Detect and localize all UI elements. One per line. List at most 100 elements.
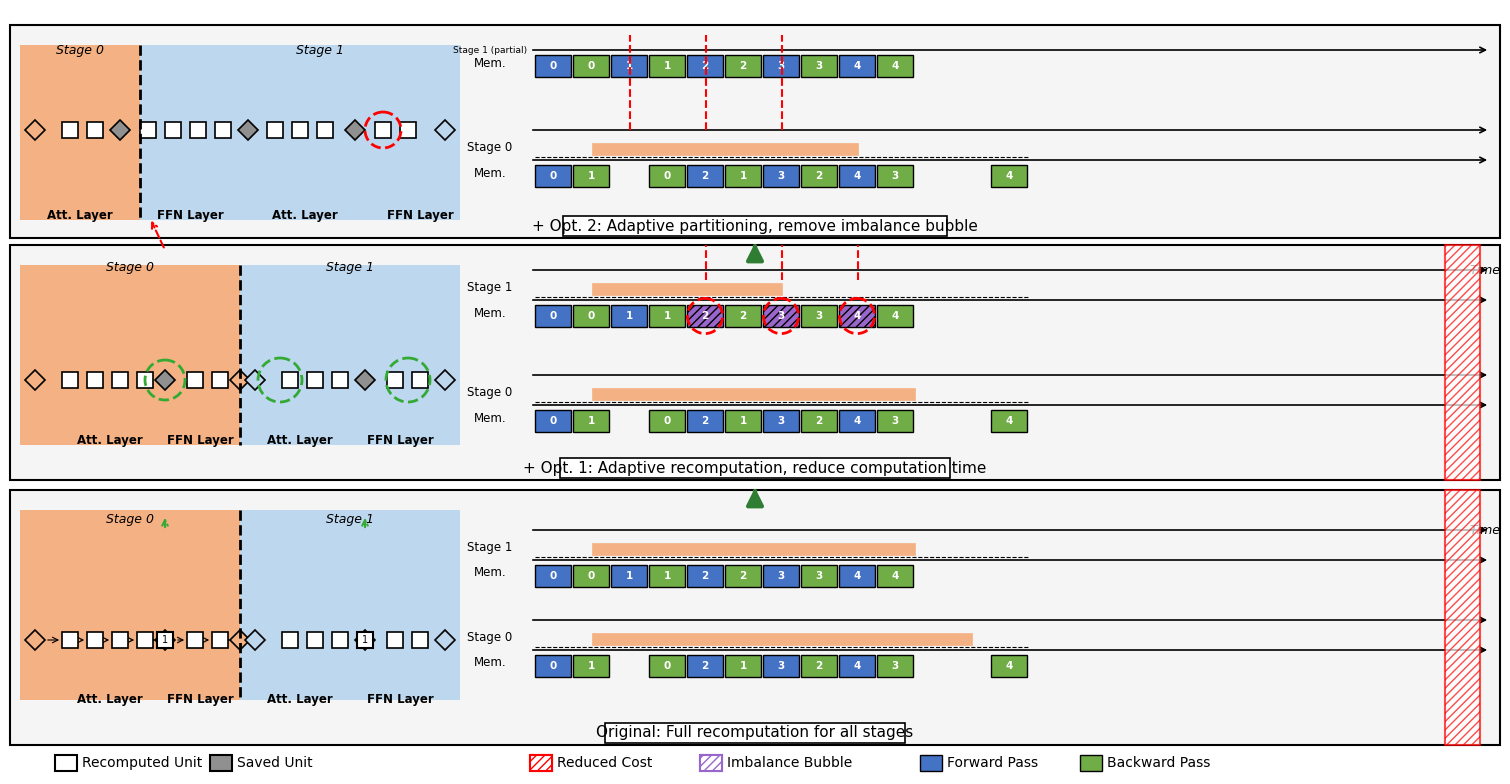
FancyBboxPatch shape (592, 633, 972, 645)
FancyBboxPatch shape (840, 655, 874, 677)
Text: 0: 0 (550, 61, 557, 71)
FancyBboxPatch shape (157, 632, 174, 648)
Text: 0: 0 (587, 571, 595, 581)
Text: Att. Layer: Att. Layer (267, 434, 332, 447)
Text: Att. Layer: Att. Layer (77, 434, 143, 447)
Text: 2: 2 (815, 171, 823, 181)
FancyBboxPatch shape (187, 372, 202, 388)
FancyBboxPatch shape (572, 55, 609, 77)
Text: Stage 1: Stage 1 (296, 43, 344, 56)
FancyBboxPatch shape (535, 410, 571, 432)
Text: Stage 0: Stage 0 (468, 140, 512, 154)
Polygon shape (435, 120, 455, 140)
FancyBboxPatch shape (572, 410, 609, 432)
Text: Stage 1: Stage 1 (326, 262, 374, 274)
Text: Mem.: Mem. (474, 656, 506, 670)
Text: Stage 1: Stage 1 (467, 281, 513, 293)
FancyBboxPatch shape (649, 655, 686, 677)
Text: 0: 0 (550, 571, 557, 581)
Text: 0: 0 (550, 416, 557, 426)
Text: 1: 1 (162, 635, 168, 645)
FancyBboxPatch shape (307, 372, 323, 388)
FancyBboxPatch shape (214, 122, 231, 138)
FancyBboxPatch shape (991, 410, 1027, 432)
Text: 2: 2 (740, 571, 746, 581)
Polygon shape (355, 630, 374, 650)
FancyBboxPatch shape (535, 655, 571, 677)
Text: FFN Layer: FFN Layer (157, 209, 223, 222)
Text: Stage 0: Stage 0 (468, 386, 512, 398)
FancyBboxPatch shape (572, 655, 609, 677)
Text: 1: 1 (625, 311, 633, 321)
FancyBboxPatch shape (877, 565, 914, 587)
FancyBboxPatch shape (991, 165, 1027, 187)
FancyBboxPatch shape (687, 55, 723, 77)
FancyBboxPatch shape (701, 755, 722, 771)
Text: 2: 2 (815, 416, 823, 426)
FancyBboxPatch shape (211, 372, 228, 388)
Text: Reduced Cost: Reduced Cost (557, 756, 652, 770)
FancyBboxPatch shape (62, 372, 79, 388)
Text: Stage 1 (partial): Stage 1 (partial) (453, 45, 527, 55)
FancyBboxPatch shape (649, 305, 686, 327)
FancyBboxPatch shape (307, 632, 323, 648)
FancyBboxPatch shape (11, 490, 1499, 745)
FancyBboxPatch shape (62, 632, 79, 648)
Polygon shape (26, 630, 45, 650)
Polygon shape (239, 120, 258, 140)
FancyBboxPatch shape (840, 410, 874, 432)
FancyBboxPatch shape (210, 755, 233, 771)
FancyBboxPatch shape (137, 372, 153, 388)
Text: Saved Unit: Saved Unit (237, 756, 313, 770)
Text: 3: 3 (891, 171, 898, 181)
Text: Mem.: Mem. (474, 567, 506, 579)
Polygon shape (156, 630, 175, 650)
FancyBboxPatch shape (282, 372, 297, 388)
FancyBboxPatch shape (560, 458, 950, 478)
Text: FFN Layer: FFN Layer (367, 694, 433, 706)
Text: + Opt. 1: Adaptive recomputation, reduce computation time: + Opt. 1: Adaptive recomputation, reduce… (524, 460, 986, 476)
FancyBboxPatch shape (535, 565, 571, 587)
FancyBboxPatch shape (137, 632, 153, 648)
Polygon shape (110, 120, 130, 140)
Text: 0: 0 (550, 311, 557, 321)
FancyBboxPatch shape (374, 122, 391, 138)
Text: Backward Pass: Backward Pass (1107, 756, 1211, 770)
Text: 1: 1 (740, 416, 746, 426)
Text: 2: 2 (740, 311, 746, 321)
Text: Stage 0: Stage 0 (106, 262, 154, 274)
Text: 4: 4 (891, 571, 898, 581)
Text: 1: 1 (587, 171, 595, 181)
Text: 3: 3 (778, 61, 785, 71)
Text: + Opt. 2: Adaptive partitioning, remove imbalance bubble: + Opt. 2: Adaptive partitioning, remove … (532, 219, 978, 234)
FancyBboxPatch shape (572, 565, 609, 587)
Text: 1: 1 (663, 571, 670, 581)
FancyBboxPatch shape (291, 122, 308, 138)
FancyBboxPatch shape (800, 165, 837, 187)
FancyBboxPatch shape (725, 55, 761, 77)
Text: 2: 2 (701, 571, 708, 581)
Text: Mem.: Mem. (474, 412, 506, 424)
FancyBboxPatch shape (612, 305, 646, 327)
Text: Original: Full recomputation for all stages: Original: Full recomputation for all sta… (596, 725, 914, 741)
FancyBboxPatch shape (88, 122, 103, 138)
Text: FFN Layer: FFN Layer (166, 434, 234, 447)
Text: 4: 4 (853, 571, 861, 581)
Text: 1: 1 (625, 61, 633, 71)
Text: 4: 4 (891, 61, 898, 71)
Text: 2: 2 (701, 661, 708, 671)
Polygon shape (26, 370, 45, 390)
Text: 1: 1 (587, 416, 595, 426)
Text: Att. Layer: Att. Layer (267, 694, 332, 706)
Text: 0: 0 (587, 61, 595, 71)
Text: 0: 0 (663, 661, 670, 671)
FancyBboxPatch shape (877, 410, 914, 432)
FancyBboxPatch shape (187, 632, 202, 648)
FancyBboxPatch shape (649, 410, 686, 432)
Text: 0: 0 (663, 416, 670, 426)
Text: 1: 1 (740, 661, 746, 671)
Text: 4: 4 (1006, 661, 1013, 671)
FancyBboxPatch shape (725, 655, 761, 677)
FancyBboxPatch shape (840, 565, 874, 587)
Text: 4: 4 (853, 61, 861, 71)
